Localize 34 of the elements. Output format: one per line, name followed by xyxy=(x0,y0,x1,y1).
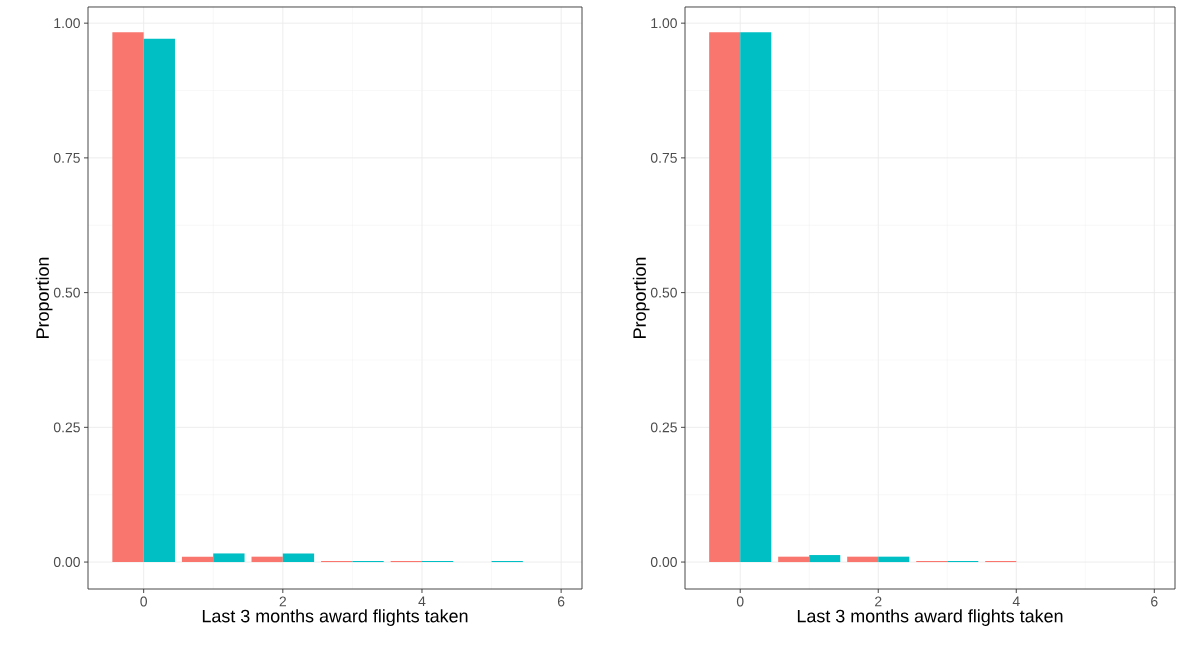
bar xyxy=(213,553,245,563)
y-tick-label: 0.75 xyxy=(53,152,80,163)
y-axis-title: Proportion xyxy=(35,257,53,338)
x-tick-label: 6 xyxy=(557,596,565,607)
x-tick-label: 2 xyxy=(875,596,882,607)
x-tick-label: 2 xyxy=(279,596,286,607)
bar xyxy=(847,556,879,563)
y-tick-label: 0.25 xyxy=(53,422,80,433)
y-tick-label: 0.75 xyxy=(650,152,677,163)
bar xyxy=(709,32,741,563)
y-tick-label: 0.00 xyxy=(650,557,677,567)
bar xyxy=(809,555,841,563)
bar xyxy=(778,556,810,563)
y-axis-title: Proportion xyxy=(632,257,650,338)
y-tick-label: 0.00 xyxy=(53,557,80,567)
bar xyxy=(878,556,910,563)
y-tick-label: 1.00 xyxy=(651,18,677,29)
bar xyxy=(143,38,175,563)
bar xyxy=(282,553,315,563)
x-axis-title: Last 3 months award flights taken xyxy=(202,609,468,626)
bar xyxy=(251,556,283,563)
y-tick-label: 0.50 xyxy=(650,287,677,298)
y-tick-label: 0.25 xyxy=(650,422,677,433)
x-axis-title: Last 3 months award flights taken xyxy=(797,609,1063,626)
bar xyxy=(740,32,772,563)
bar xyxy=(181,556,214,563)
x-tick-label: 4 xyxy=(418,596,426,607)
x-tick-label: 4 xyxy=(1012,596,1020,607)
x-tick-label: 0 xyxy=(140,596,147,607)
y-tick-label: 1.00 xyxy=(54,18,80,29)
y-tick-label: 0.50 xyxy=(53,287,80,298)
bar xyxy=(112,32,144,563)
x-tick-label: 0 xyxy=(736,596,744,607)
x-tick-label: 6 xyxy=(1151,596,1158,607)
